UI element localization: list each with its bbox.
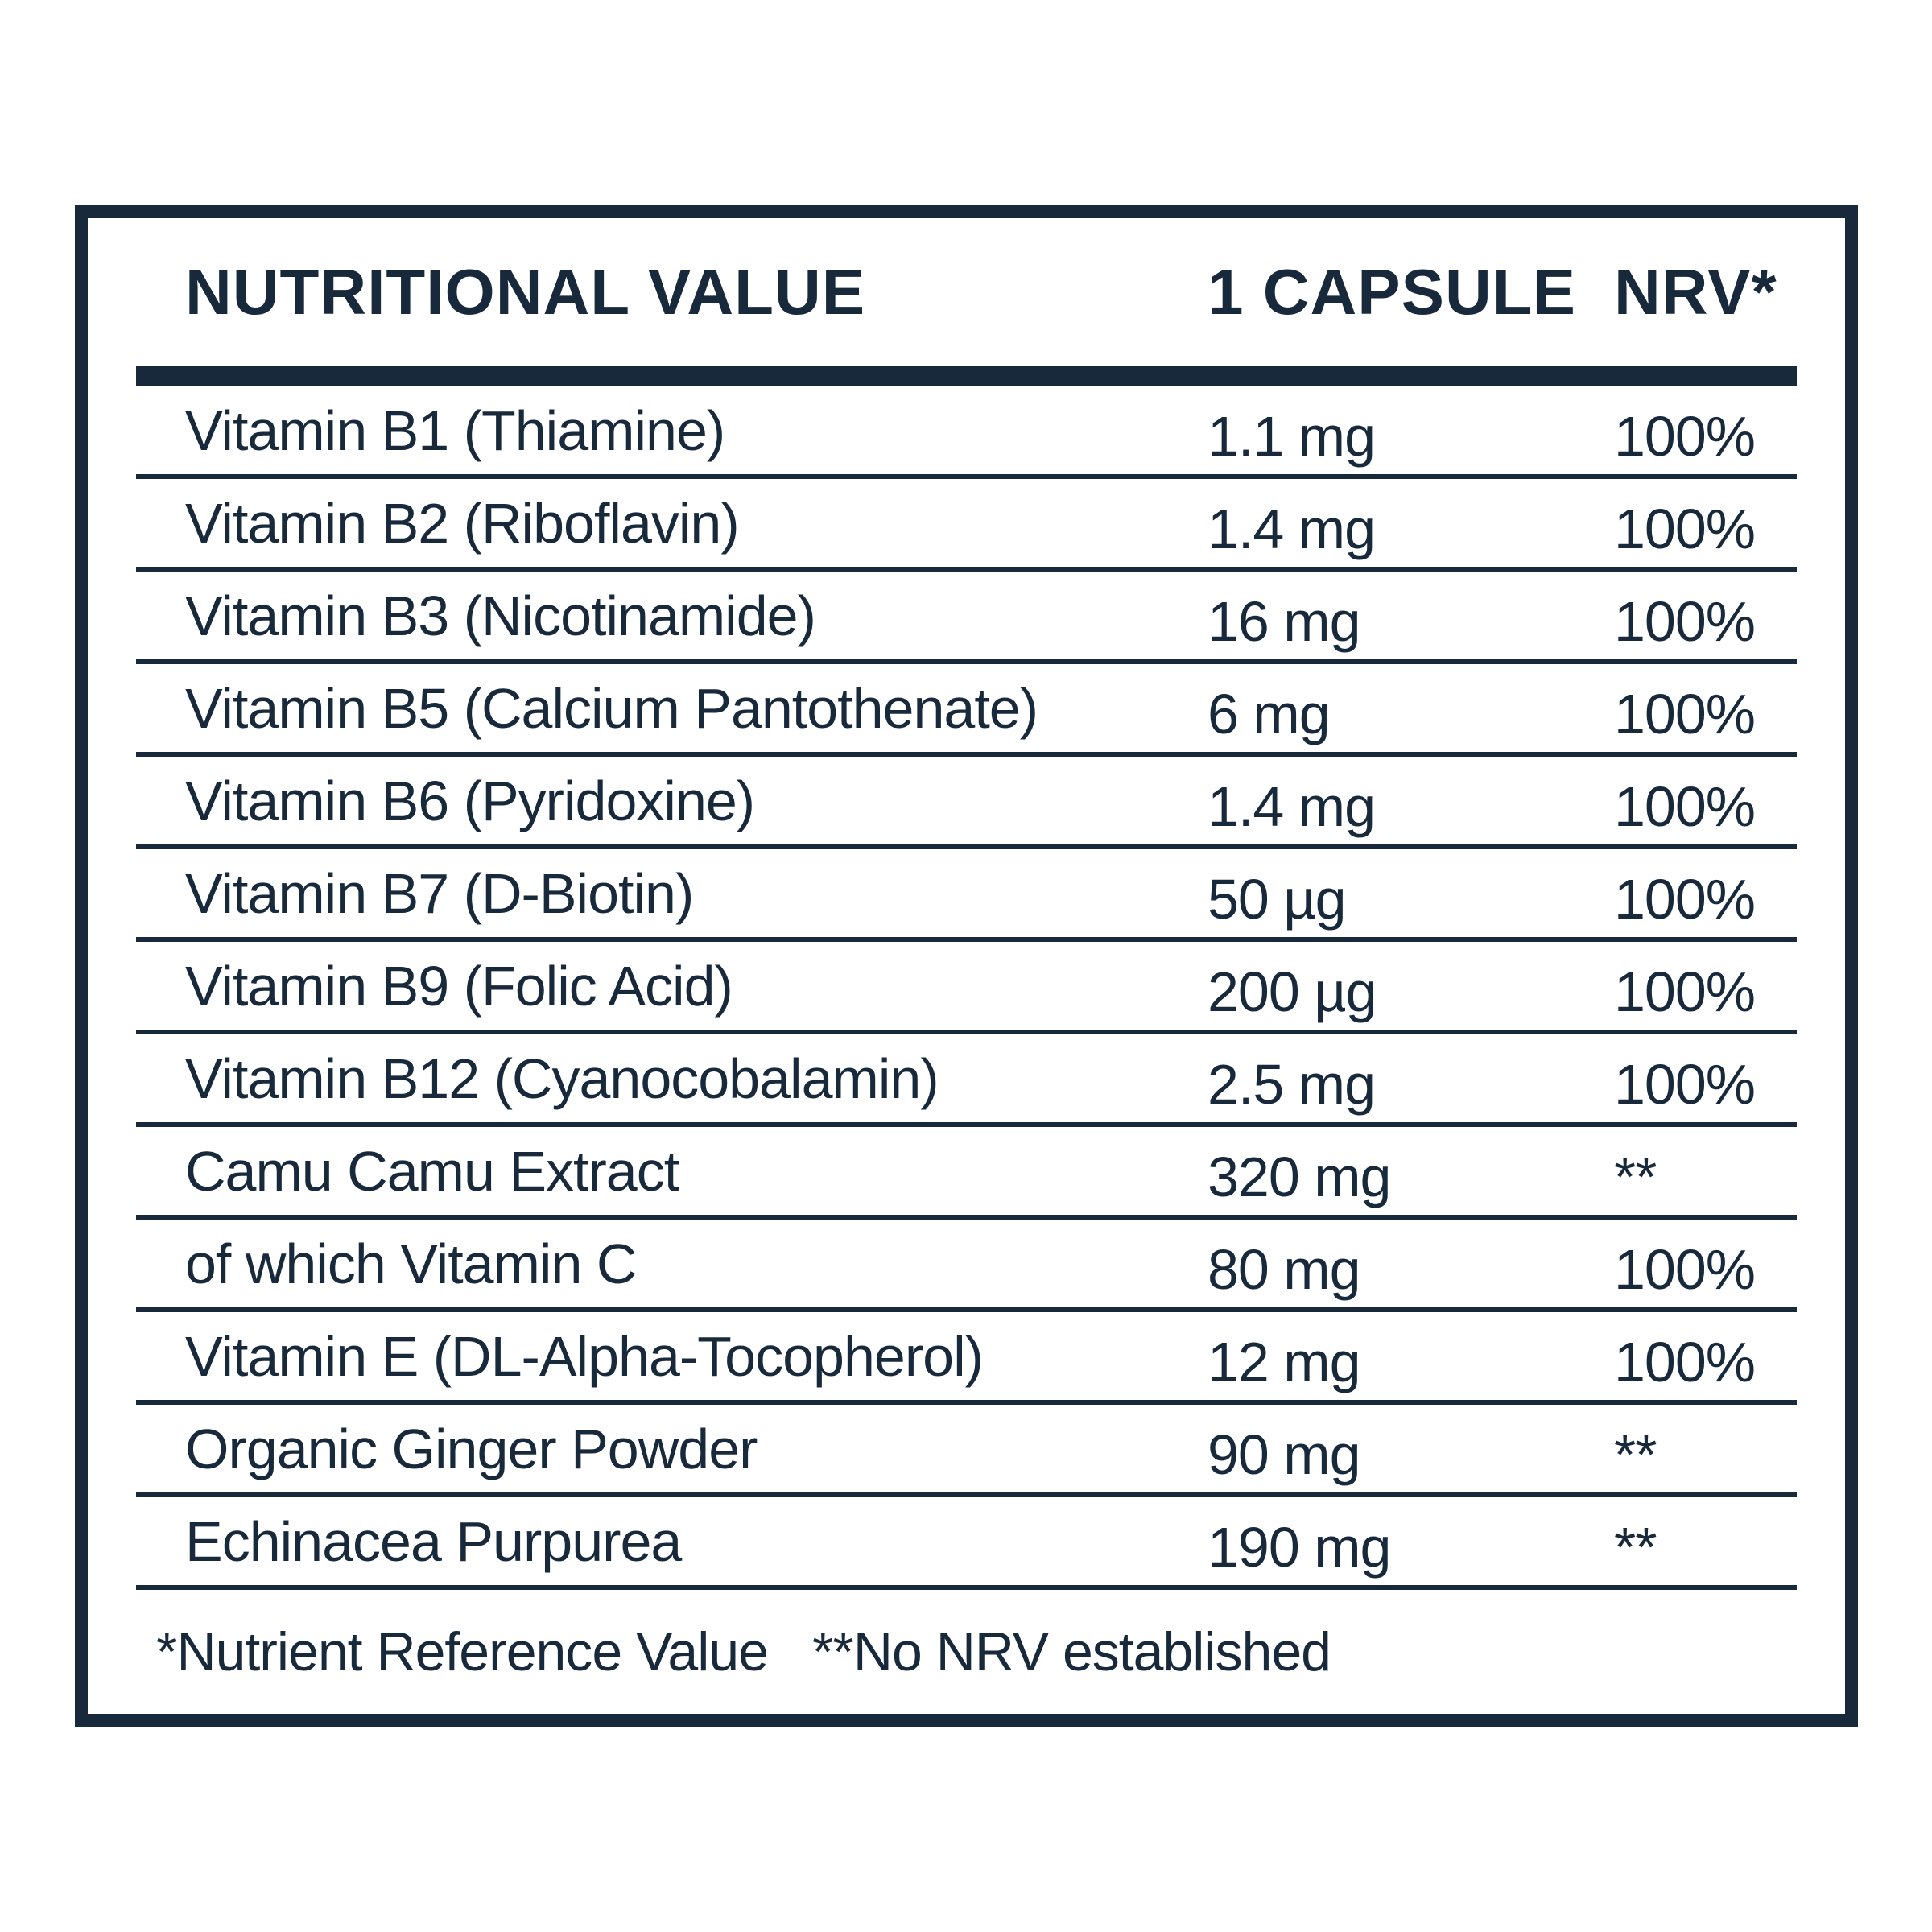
table-header: NUTRITIONAL VALUE 1 CAPSULE NRV* — [88, 218, 1845, 366]
nutrient-nrv-cell: 100% — [1614, 589, 1756, 653]
nutrient-name-cell: Vitamin B5 (Calcium Pantothenate) — [185, 676, 1038, 740]
nutrient-nrv-cell: 100% — [1614, 774, 1756, 838]
table-row: Vitamin B12 (Cyanocobalamin) 2.5 mg 100% — [88, 1034, 1845, 1122]
table-row: Vitamin B1 (Thiamine) 1.1 mg 100% — [88, 386, 1845, 474]
row-divider — [136, 1215, 1797, 1220]
nutrient-amount-cell: 12 mg — [1208, 1330, 1361, 1393]
nutrient-nrv-cell: 100% — [1614, 497, 1756, 560]
nutrient-amount-cell: 6 mg — [1208, 682, 1331, 745]
nutrient-amount-cell: 80 mg — [1208, 1237, 1361, 1301]
nutrient-name-cell: of which Vitamin C — [185, 1232, 637, 1295]
nutrient-nrv-cell: 100% — [1614, 682, 1756, 745]
nutrient-name-cell: Echinacea Purpurea — [185, 1509, 682, 1573]
header-divider — [136, 366, 1797, 386]
table-row: Vitamin B9 (Folic Acid) 200 µg 100% — [88, 942, 1845, 1030]
row-divider — [136, 474, 1797, 479]
nutrient-amount-cell: 200 µg — [1208, 960, 1377, 1023]
nutrient-nrv-cell: 100% — [1614, 1330, 1756, 1393]
nutrient-name-cell: Vitamin E (DL-Alpha-Tocopherol) — [185, 1324, 984, 1388]
nutrient-amount-cell: 16 mg — [1208, 589, 1361, 653]
nutrient-amount-cell: 190 mg — [1208, 1515, 1391, 1579]
nutrient-nrv-cell: 100% — [1614, 1052, 1756, 1116]
nutrient-name-cell: Vitamin B7 (D-Biotin) — [185, 861, 694, 925]
table-row: of which Vitamin C 80 mg 100% — [88, 1220, 1845, 1307]
table-body: Vitamin B1 (Thiamine) 1.1 mg 100% Vitami… — [88, 386, 1845, 1590]
nutrient-nrv-cell: 100% — [1614, 1237, 1756, 1301]
table-row: Vitamin E (DL-Alpha-Tocopherol) 12 mg 10… — [88, 1312, 1845, 1400]
nutrient-amount-cell: 1.1 mg — [1208, 404, 1376, 468]
table-row: Camu Camu Extract 320 mg ** — [88, 1127, 1845, 1215]
table-row: Vitamin B6 (Pyridoxine) 1.4 mg 100% — [88, 757, 1845, 844]
row-divider — [136, 1122, 1797, 1127]
table-row: Vitamin B5 (Calcium Pantothenate) 6 mg 1… — [88, 664, 1845, 752]
row-divider — [136, 659, 1797, 664]
table-row: Vitamin B3 (Nicotinamide) 16 mg 100% — [88, 572, 1845, 659]
footnote-no-nrv-note: **No NRV established — [811, 1621, 1331, 1682]
row-divider — [136, 1585, 1797, 1590]
table-row: Vitamin B7 (D-Biotin) 50 µg 100% — [88, 849, 1845, 937]
nutrient-nrv-cell: ** — [1614, 1515, 1657, 1579]
nutrient-amount-cell: 320 mg — [1208, 1145, 1391, 1208]
nutrient-nrv-cell: 100% — [1614, 404, 1756, 468]
nutrient-nrv-cell: 100% — [1614, 960, 1756, 1023]
nutrient-name-cell: Organic Ginger Powder — [185, 1417, 758, 1480]
row-divider — [136, 1307, 1797, 1312]
table-row: Echinacea Purpurea 190 mg ** — [88, 1497, 1845, 1585]
nutrient-amount-cell: 2.5 mg — [1208, 1052, 1376, 1116]
row-divider — [136, 1492, 1797, 1497]
header-capsule: 1 CAPSULE — [1208, 256, 1576, 328]
nutrient-name-cell: Vitamin B2 (Riboflavin) — [185, 491, 740, 555]
row-divider — [136, 844, 1797, 849]
table-row: Vitamin B2 (Riboflavin) 1.4 mg 100% — [88, 479, 1845, 567]
nutrient-nrv-cell: ** — [1614, 1422, 1657, 1486]
nutrient-amount-cell: 50 µg — [1208, 867, 1347, 931]
row-divider — [136, 937, 1797, 942]
nutrient-nrv-cell: 100% — [1614, 867, 1756, 931]
nutrient-name-cell: Vitamin B6 (Pyridoxine) — [185, 769, 755, 832]
nutrient-nrv-cell: ** — [1614, 1145, 1657, 1208]
nutrient-name-cell: Vitamin B12 (Cyanocobalamin) — [185, 1046, 939, 1110]
table-row: Organic Ginger Powder 90 mg ** — [88, 1405, 1845, 1492]
footnote: *Nutrient Reference Value **No NRV estab… — [88, 1590, 1845, 1714]
nutrient-name-cell: Vitamin B1 (Thiamine) — [185, 398, 725, 462]
nutrition-facts-panel: NUTRITIONAL VALUE 1 CAPSULE NRV* Vitamin… — [75, 205, 1858, 1727]
row-divider — [136, 567, 1797, 572]
header-nrv: NRV* — [1614, 256, 1777, 328]
header-nutritional-value: NUTRITIONAL VALUE — [185, 256, 866, 328]
nutrient-amount-cell: 1.4 mg — [1208, 774, 1376, 838]
row-divider — [136, 752, 1797, 757]
nutrient-name-cell: Camu Camu Extract — [185, 1139, 679, 1203]
row-divider — [136, 1400, 1797, 1405]
nutrient-amount-cell: 90 mg — [1208, 1422, 1361, 1486]
row-divider — [136, 1030, 1797, 1034]
nutrient-name-cell: Vitamin B9 (Folic Acid) — [185, 954, 733, 1018]
nutrient-amount-cell: 1.4 mg — [1208, 497, 1376, 560]
nutrient-name-cell: Vitamin B3 (Nicotinamide) — [185, 584, 816, 647]
footnote-nrv-note: *Nutrient Reference Value — [156, 1621, 769, 1682]
